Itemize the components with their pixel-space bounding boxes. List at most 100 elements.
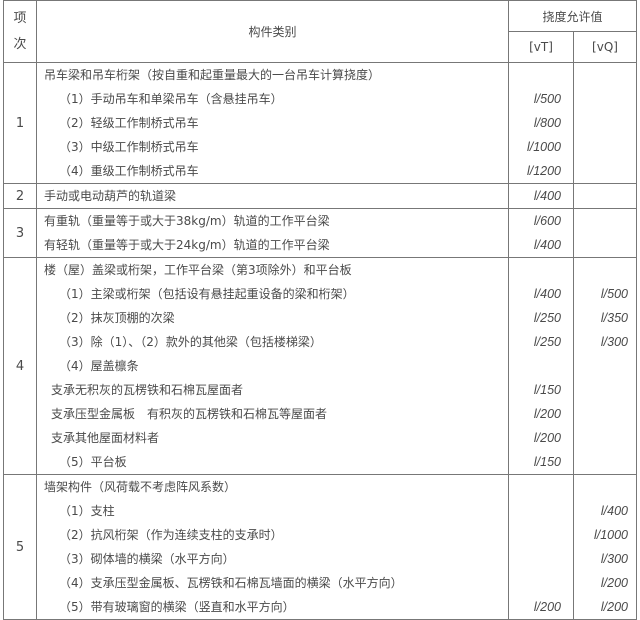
vt-value: l/400 [533,189,561,203]
vt-value: l/150 [533,383,561,397]
vt-cell: l/400 l/250 l/250 l/150 l/200 l/200 l/150 [508,257,574,475]
category-cell: 手动或电动葫芦的轨道梁 [36,183,509,209]
category-line: （3）砌体墙的横梁（水平方向） [59,552,235,566]
vt-value [509,63,573,87]
category-line: （5）带有玻璃窗的横梁（竖直和水平方向） [59,600,295,614]
vt-value [509,258,573,282]
vt-value: l/400 [533,238,561,252]
vt-value: l/200 [533,431,561,445]
vq-value [574,258,636,282]
vq-value [574,402,636,426]
vq-value [574,63,636,87]
category-cell: 楼（屋）盖梁或桁架，工作平台梁（第3项除外）和平台板 （1）主梁或桁架（包括设有悬… [36,257,509,475]
vt-value: l/800 [533,116,561,130]
vq-cell: l/400 l/1000 l/300 l/200 l/200 [572,474,638,620]
header-vq: [vQ] [572,31,638,63]
category-cell: 有重轨（重量等于或大于38kg/m）轨道的工作平台梁 有轻轨（重量等于或大于24k… [36,208,509,258]
vq-value [574,475,636,499]
vq-value: l/200 [600,576,629,590]
category-cell: 吊车梁和吊车桁架（按自重和起重量最大的一台吊车计算挠度） （1）手动吊车和单梁吊车… [36,62,509,184]
vq-cell [572,62,638,184]
category-line: （4）重级工作制桥式吊车 [59,164,199,178]
vt-value [509,547,573,571]
category-line: 手动或电动葫芦的轨道梁 [44,189,177,203]
category-line: （1）主梁或桁架（包括设有悬挂起重设备的梁和桁架） [59,287,355,301]
vt-value: l/200 [533,407,561,421]
item-number: 4 [3,257,37,475]
category-line: （5）平台板 [59,455,127,469]
category-line: （2）抹灰顶棚的次梁 [59,311,175,325]
vt-cell: l/500 l/800 l/1000 l/1200 [508,62,574,184]
table-row-group: 2 手动或电动葫芦的轨道梁 l/400 [3,183,638,209]
category-line: 支承压型金属板 有积灰的瓦楞铁和石棉瓦等屋面者 [51,407,328,421]
vq-value: l/300 [600,552,629,566]
vq-cell [572,183,638,209]
category-line: （1）手动吊车和单梁吊车（含悬挂吊车） [59,92,283,106]
vt-value: l/250 [533,311,561,325]
vq-value: l/400 [600,504,629,518]
vq-cell [572,208,638,258]
vq-value [574,378,636,402]
header-allowable-deflection: 挠度允许值 [507,0,638,32]
item-number: 1 [3,62,37,184]
vt-cell: l/200 [508,474,574,620]
category-line: （2）轻级工作制桥式吊车 [59,116,199,130]
table-row-group: 4 楼（屋）盖梁或桁架，工作平台梁（第3项除外）和平台板 （1）主梁或桁架（包括设有… [3,257,638,475]
vt-value: l/200 [533,600,561,614]
vq-value [574,426,636,450]
category-line: 有轻轨（重量等于或大于24kg/m）轨道的工作平台梁 [44,238,330,252]
category-line: 支承无积灰的瓦楞铁和石棉瓦屋面者 [51,383,244,397]
table-row-group: 1 吊车梁和吊车桁架（按自重和起重量最大的一台吊车计算挠度） （1）手动吊车和单梁吊… [3,62,638,184]
vt-value: l/400 [533,287,561,301]
vt-value: l/1200 [526,164,561,178]
header-vt: [vT] [508,31,574,63]
category-cell: 墙架构件（风荷载不考虑阵风系数） （1）支柱 （2）抗风桁架（作为连续支柱的支承时）… [36,474,509,620]
category-line: （4）屋盖檩条 [59,359,139,373]
category-line: 吊车梁和吊车桁架（按自重和起重量最大的一台吊车计算挠度） [44,68,381,82]
category-line: 墙架构件（风荷载不考虑阵风系数） [44,480,237,494]
vq-cell: l/500 l/350 l/300 [572,257,638,475]
item-number: 5 [3,474,37,620]
vq-value: l/350 [600,311,629,325]
category-line: 楼（屋）盖梁或桁架，工作平台梁（第3项除外）和平台板 [44,263,352,277]
vt-value: l/600 [533,214,561,228]
vq-value [574,135,636,159]
vt-value [509,523,573,547]
header-item-number: 项 次 [3,0,37,63]
item-number: 2 [3,183,37,209]
vt-value [509,499,573,523]
vq-value: l/200 [600,600,629,614]
vt-value [509,354,573,378]
vt-value: l/500 [533,92,561,106]
category-line: （2）抗风桁架（作为连续支柱的支承时） [59,528,283,542]
item-number: 3 [3,208,37,258]
vq-value [574,159,636,183]
vt-cell: l/400 [508,183,574,209]
vq-value [574,450,636,474]
table-row-group: 3 有重轨（重量等于或大于38kg/m）轨道的工作平台梁 有轻轨（重量等于或大于24… [3,208,638,258]
vq-value [574,354,636,378]
vt-value [509,571,573,595]
vt-value [509,475,573,499]
category-line: （4）支承压型金属板、瓦楞铁和石棉瓦墙面的横梁（水平方向） [59,576,403,590]
vt-cell: l/600 l/400 [508,208,574,258]
vq-value [574,87,636,111]
category-line: 有重轨（重量等于或大于38kg/m）轨道的工作平台梁 [44,214,330,228]
header-item-line2: 次 [13,36,27,52]
vq-value [574,209,636,233]
vq-value [574,233,636,257]
deflection-limits-table: 项 次 构件类别 挠度允许值 [vT] [vQ] 1 吊车梁和吊车桁架（按自重和起… [3,0,638,620]
vq-value: l/500 [600,287,629,301]
vq-value: l/300 [600,335,629,349]
vq-value: l/1000 [593,528,629,542]
category-line: （3）中级工作制桥式吊车 [59,140,199,154]
category-line: （3）除（1）、（2）款外的其他梁（包括楼梯梁） [59,335,322,349]
vq-value [574,111,636,135]
vt-value: l/1000 [526,140,561,154]
vt-value: l/150 [533,455,561,469]
header-category: 构件类别 [36,0,509,63]
vq-value [574,184,636,208]
vt-value: l/250 [533,335,561,349]
category-line: （1）支柱 [59,504,115,518]
header-item-line1: 项 [13,10,27,26]
